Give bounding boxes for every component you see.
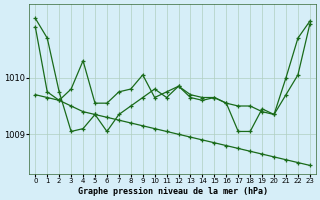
X-axis label: Graphe pression niveau de la mer (hPa): Graphe pression niveau de la mer (hPa)	[77, 187, 268, 196]
